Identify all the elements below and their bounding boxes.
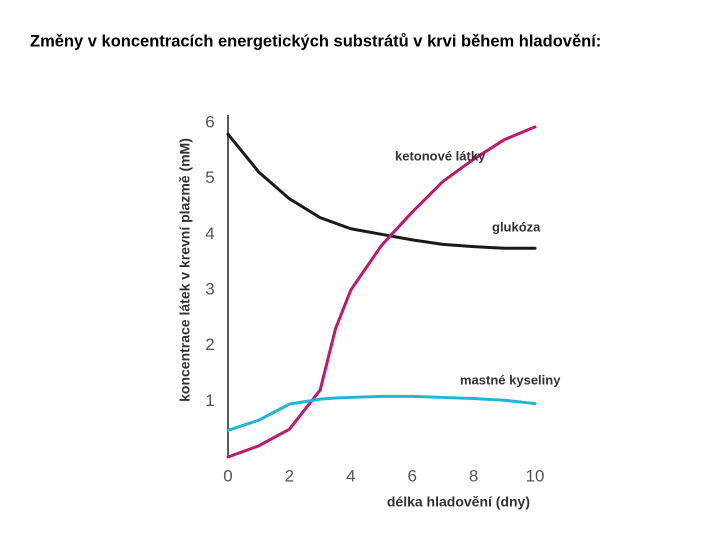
x-tick-label: 0 xyxy=(223,466,232,485)
x-tick-label: 6 xyxy=(407,466,416,485)
y-tick-label: 2 xyxy=(205,335,214,354)
series-label: glukóza xyxy=(492,219,541,234)
y-tick-label: 4 xyxy=(205,224,214,243)
x-tick-label: 10 xyxy=(526,466,545,485)
y-axis-label: koncentrace látek v krevní plazmě (mM) xyxy=(177,138,193,402)
x-axis-label: délka hladovění (dny) xyxy=(387,494,530,510)
series-line xyxy=(226,125,537,459)
series-label: ketonové látky xyxy=(395,148,486,163)
x-tick-label: 8 xyxy=(469,466,478,485)
chart-title: Změny v koncentracích energetických subs… xyxy=(30,32,601,50)
series-line xyxy=(226,132,537,250)
series-line xyxy=(226,394,537,432)
y-tick-label: 3 xyxy=(205,279,214,298)
y-tick-label: 1 xyxy=(205,391,214,410)
x-tick-label: 4 xyxy=(346,466,355,485)
y-tick-label: 6 xyxy=(205,112,214,131)
x-tick-label: 2 xyxy=(285,466,294,485)
series-label: mastné kyseliny xyxy=(460,372,561,387)
y-tick-label: 5 xyxy=(205,168,214,187)
